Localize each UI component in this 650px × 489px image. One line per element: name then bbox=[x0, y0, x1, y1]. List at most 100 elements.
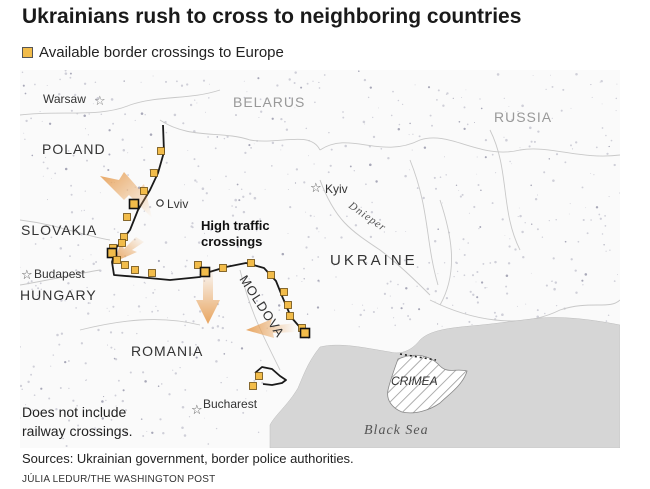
settlement-dot bbox=[171, 271, 173, 272]
settlement-dot bbox=[250, 146, 253, 149]
settlement-dot bbox=[476, 156, 478, 158]
settlement-dot bbox=[152, 75, 154, 77]
settlement-dot bbox=[508, 105, 510, 107]
settlement-dot bbox=[471, 323, 473, 326]
settlement-dot bbox=[392, 90, 394, 93]
settlement-dot bbox=[306, 313, 309, 315]
settlement-dot bbox=[233, 99, 236, 101]
settlement-dot bbox=[354, 224, 358, 227]
settlement-dot bbox=[33, 394, 36, 397]
settlement-dot bbox=[140, 418, 143, 420]
settlement-dot bbox=[560, 109, 563, 112]
settlement-dot bbox=[251, 255, 255, 259]
settlement-dot bbox=[216, 325, 220, 328]
settlement-dot bbox=[534, 197, 538, 201]
settlement-dot bbox=[113, 293, 116, 296]
settlement-dot bbox=[590, 84, 592, 86]
settlement-dot bbox=[259, 218, 261, 220]
settlement-dot bbox=[264, 188, 266, 190]
label-romania: ROMANIA bbox=[131, 343, 203, 359]
settlement-dot bbox=[143, 281, 146, 284]
high-traffic-crossing-marker bbox=[106, 247, 118, 259]
settlement-dot bbox=[42, 231, 45, 234]
crossing-marker bbox=[131, 266, 139, 274]
settlement-dot bbox=[585, 207, 587, 209]
settlement-dot bbox=[121, 138, 124, 141]
settlement-dot bbox=[173, 113, 177, 117]
settlement-dot bbox=[334, 309, 336, 311]
crossing-marker bbox=[284, 301, 292, 309]
high-traffic-crossing-marker bbox=[199, 266, 211, 278]
settlement-dot bbox=[64, 360, 67, 364]
settlement-dot bbox=[215, 427, 218, 430]
crossing-marker bbox=[150, 169, 158, 177]
settlement-dot bbox=[281, 144, 284, 147]
settlement-dot bbox=[259, 98, 262, 101]
settlement-dot bbox=[244, 151, 247, 155]
settlement-dot bbox=[32, 365, 35, 368]
settlement-dot bbox=[157, 259, 160, 263]
settlement-dot bbox=[62, 437, 64, 440]
settlement-dot bbox=[532, 74, 534, 76]
settlement-dot bbox=[416, 187, 419, 190]
settlement-dot bbox=[258, 116, 260, 119]
settlement-dot bbox=[575, 291, 578, 294]
settlement-dot bbox=[428, 261, 431, 264]
settlement-dot bbox=[84, 144, 87, 146]
settlement-dot bbox=[67, 282, 70, 285]
settlement-dot bbox=[456, 270, 459, 273]
settlement-dot bbox=[64, 70, 67, 72]
settlement-dot bbox=[601, 103, 603, 105]
settlement-dot bbox=[311, 259, 314, 261]
settlement-dot bbox=[193, 158, 196, 161]
settlement-dot bbox=[509, 238, 511, 240]
settlement-dot bbox=[598, 213, 601, 216]
settlement-dot bbox=[564, 161, 567, 164]
settlement-dot bbox=[564, 240, 567, 243]
crossing-marker bbox=[113, 256, 121, 264]
settlement-dot bbox=[217, 338, 221, 342]
settlement-dot bbox=[530, 272, 532, 274]
settlement-dot bbox=[545, 284, 548, 287]
settlement-dot bbox=[54, 172, 57, 175]
settlement-dot bbox=[516, 305, 518, 307]
settlement-dot bbox=[505, 285, 508, 288]
settlement-dot bbox=[108, 310, 110, 312]
note-line2: railway crossings. bbox=[22, 423, 132, 439]
settlement-dot bbox=[70, 211, 74, 214]
settlement-dot bbox=[294, 71, 297, 74]
settlement-dot bbox=[378, 107, 379, 109]
settlement-dot bbox=[327, 171, 330, 174]
settlement-dot bbox=[476, 296, 479, 299]
settlement-dot bbox=[445, 174, 447, 176]
settlement-dot bbox=[303, 181, 306, 184]
settlement-dot bbox=[318, 81, 320, 83]
settlement-dot bbox=[189, 103, 193, 107]
settlement-dot bbox=[554, 281, 558, 284]
settlement-dot bbox=[96, 96, 100, 100]
settlement-dot bbox=[32, 409, 34, 411]
budapest-star-icon: ☆ bbox=[21, 268, 33, 283]
settlement-dot bbox=[476, 301, 479, 304]
settlement-dot bbox=[67, 150, 70, 152]
settlement-dot bbox=[401, 103, 404, 106]
settlement-dot bbox=[58, 343, 61, 346]
settlement-dot bbox=[232, 403, 235, 406]
settlement-dot bbox=[37, 287, 40, 290]
settlement-dot bbox=[243, 276, 246, 279]
settlement-dot bbox=[390, 114, 393, 117]
settlement-dot bbox=[226, 376, 228, 378]
settlement-dot bbox=[543, 171, 546, 174]
settlement-dot bbox=[207, 136, 209, 138]
settlement-dot bbox=[41, 120, 43, 122]
settlement-dot bbox=[223, 137, 226, 140]
settlement-dot bbox=[181, 426, 184, 429]
settlement-dot bbox=[64, 72, 68, 75]
settlement-dot bbox=[303, 278, 305, 280]
settlement-dot bbox=[358, 70, 360, 72]
settlement-dot bbox=[360, 206, 362, 208]
settlement-dot bbox=[333, 264, 335, 267]
settlement-dot bbox=[86, 379, 88, 381]
settlement-dot bbox=[494, 260, 497, 264]
